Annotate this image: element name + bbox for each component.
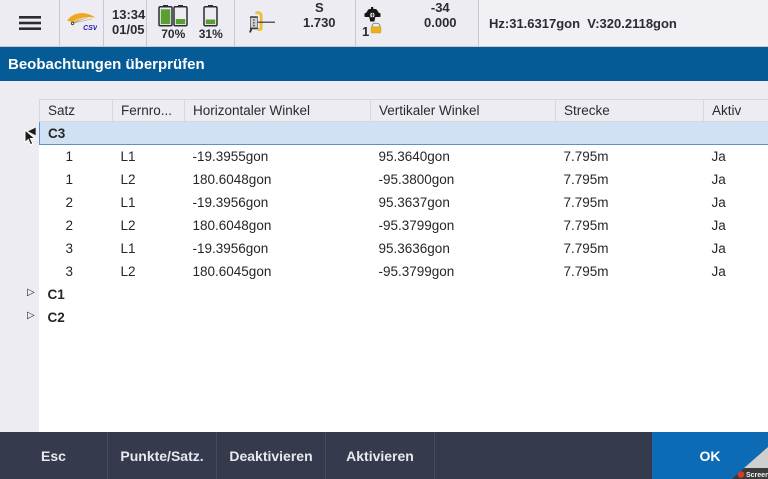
svg-text:CSV: CSV: [83, 25, 97, 32]
svg-text:Screen: Screen: [746, 472, 768, 479]
